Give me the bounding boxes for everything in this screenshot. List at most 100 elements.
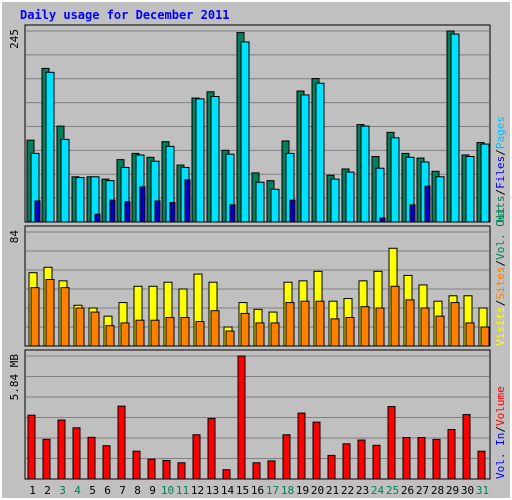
x-tick-label: 3 [59, 484, 66, 497]
volume-bar [117, 405, 126, 480]
files-bar-body [330, 178, 340, 223]
x-tick-label: 22 [341, 484, 354, 497]
sites-bar-body [375, 307, 385, 347]
sites-bar [225, 330, 235, 347]
chart-title: Daily usage for December 2011 [20, 8, 230, 22]
sites-bar [210, 310, 220, 347]
sites-bar [360, 306, 370, 347]
sites-bar [315, 300, 325, 347]
panel-volume: 5.84 MB [8, 349, 491, 480]
files-bar [480, 143, 490, 223]
pages-bar [154, 200, 161, 223]
y-max-label: 5.84 MB [8, 354, 21, 401]
files-bar [300, 94, 310, 223]
pages-bar [124, 201, 131, 223]
volume-bar-body [57, 419, 66, 480]
sites-bar-body [45, 279, 55, 347]
legend-pages: Pages [494, 116, 507, 149]
sites-bar [450, 302, 460, 347]
pages-bar-body [154, 200, 161, 223]
pages-bar-body [109, 199, 116, 223]
volume-bar [177, 462, 186, 480]
sites-bar [30, 287, 40, 347]
files-bar [270, 188, 280, 223]
x-tick-label: 23 [356, 484, 369, 497]
x-tick-label: 18 [281, 484, 294, 497]
volume-bar [477, 450, 486, 480]
x-tick-label: 25 [386, 484, 399, 497]
sites-bar [180, 317, 190, 347]
pages-bar-body [424, 185, 431, 223]
files-bar [195, 98, 205, 223]
volume-bar-body [102, 445, 111, 480]
files-bar-body [210, 95, 220, 223]
files-bar [255, 181, 265, 223]
volume-bar [42, 438, 51, 480]
sites-bar-body [450, 302, 460, 347]
volume-bar [57, 419, 66, 480]
pages-bar [184, 179, 191, 223]
files-bar-body [360, 125, 370, 223]
volume-bar [387, 406, 396, 480]
x-tick-label: 13 [206, 484, 219, 497]
x-tick-label: 8 [134, 484, 141, 497]
files-bar-body [375, 167, 385, 223]
files-bar-body [315, 82, 325, 223]
volume-bar [72, 427, 81, 480]
panels-layer: 245 84 5.84 MB [8, 24, 491, 480]
pages-bar [34, 200, 41, 223]
x-tick-label: 4 [74, 484, 81, 497]
files-bar-body [60, 138, 70, 223]
sites-bar-body [285, 302, 295, 347]
x-tick-label: 17 [266, 484, 279, 497]
pages-bar [139, 186, 146, 223]
panel-bars [26, 30, 490, 223]
volume-bar [102, 445, 111, 480]
sites-bar-body [225, 330, 235, 347]
sites-bar-body [300, 300, 310, 347]
sites-bar [45, 279, 55, 347]
volume-bar-body [402, 437, 411, 480]
volume-bar [192, 434, 201, 480]
volume-bar [132, 450, 141, 480]
volume-bar-body [72, 427, 81, 480]
volume-bar [312, 421, 321, 480]
sites-bar [255, 322, 265, 347]
pages-bar [424, 185, 431, 223]
sites-bar [480, 326, 490, 347]
files-bar [75, 177, 85, 223]
sites-bar [60, 287, 70, 347]
sites-bar [165, 317, 175, 347]
x-tick-label: 21 [326, 484, 339, 497]
volume-bar [342, 443, 351, 480]
volume-bar [267, 460, 276, 480]
sites-bar-body [315, 300, 325, 347]
sites-bar-body [165, 317, 175, 347]
volume-bar-body [462, 414, 471, 480]
sites-bar-body [480, 326, 490, 347]
sites-bar-body [345, 317, 355, 347]
volume-bar-body [327, 454, 336, 480]
legend-separator: / [494, 426, 507, 433]
legend-group-2: Vol. In/Volume [494, 386, 507, 479]
volume-bar-body [192, 434, 201, 480]
legend-files: Files [494, 156, 507, 189]
x-tick-label: 14 [221, 484, 235, 497]
sites-bar-body [180, 317, 190, 347]
volume-bar-body [27, 414, 36, 480]
files-bar-body [270, 188, 280, 223]
x-tick-label: 11 [176, 484, 189, 497]
pages-bar [229, 204, 236, 223]
sites-bar [435, 315, 445, 347]
panel-hits-files-pages: 245 [8, 24, 491, 223]
legend-separator: / [494, 189, 507, 196]
volume-bar-body [87, 436, 96, 480]
volume-bar-body [222, 469, 231, 480]
x-tick-label: 15 [236, 484, 249, 497]
sites-bar-body [360, 306, 370, 347]
x-tick-label: 30 [461, 484, 474, 497]
volume-bar [432, 438, 441, 480]
files-bar-body [480, 143, 490, 223]
pages-bar-body [184, 179, 191, 223]
